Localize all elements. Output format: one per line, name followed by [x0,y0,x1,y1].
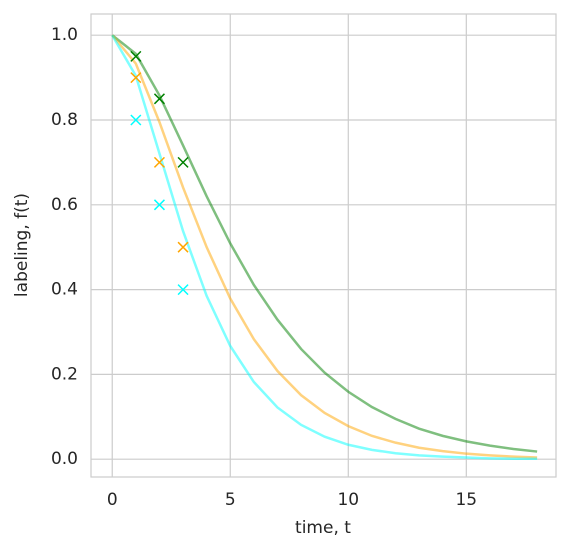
marker [153,199,165,211]
x-tick-label: 10 [337,490,359,510]
marker [177,284,189,296]
marker [130,72,142,84]
y-tick-label: 0.8 [51,110,78,130]
line [111,34,538,459]
x-tick-label: 0 [107,490,118,510]
x-tick-label: 15 [455,490,477,510]
x-axis-label: time, t [295,518,351,538]
marker [130,114,142,126]
y-tick-label: 0.4 [51,280,78,300]
marker [153,156,165,168]
plot-frame [90,13,557,478]
x-tick-label: 5 [225,490,236,510]
y-tick-label: 0.2 [51,364,78,384]
y-axis-label: labeling, f(t) [12,193,32,297]
marker [153,93,165,105]
y-tick-label: 1.0 [51,25,78,45]
marker [130,50,142,62]
line [111,34,538,461]
line [111,34,538,453]
y-tick-label: 0.0 [51,449,78,469]
marker [177,241,189,253]
y-tick-label: 0.6 [51,195,78,215]
marker [177,156,189,168]
